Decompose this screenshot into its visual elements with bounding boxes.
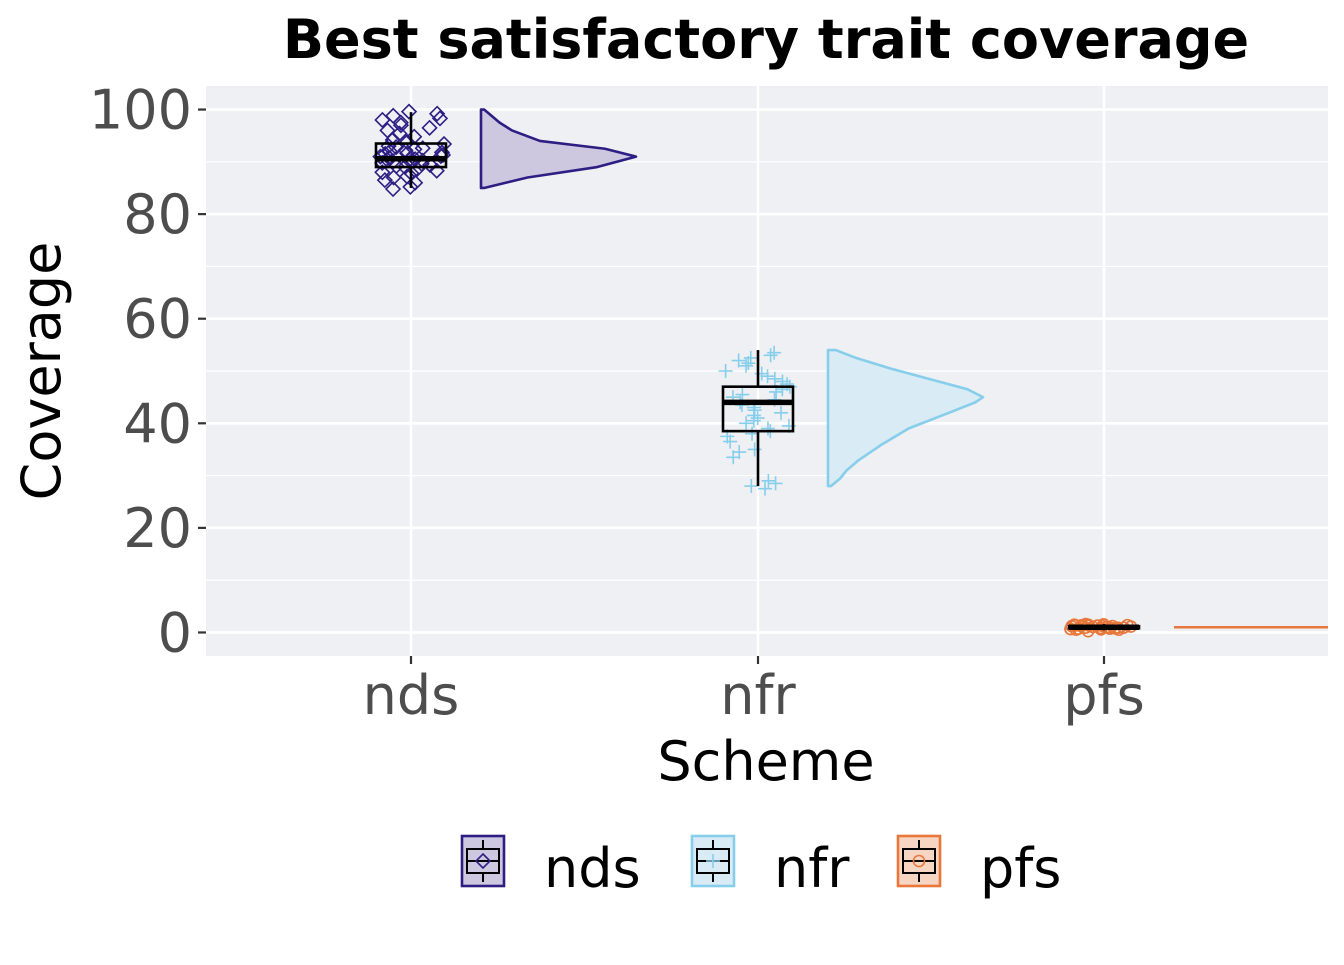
data-point xyxy=(435,135,453,153)
x-axis-label: Scheme xyxy=(657,730,874,793)
data-point xyxy=(384,180,402,198)
y-tick-label: 0 xyxy=(158,601,192,664)
legend-item-nds: nds xyxy=(460,834,641,900)
axes: 0 20 40 60 80 100 nds nfr pfs xyxy=(89,79,1145,727)
data-point xyxy=(774,405,789,420)
data-point xyxy=(761,473,776,488)
data-point xyxy=(421,119,438,136)
box-nds xyxy=(374,142,448,169)
data-point xyxy=(732,445,747,460)
x-tick-label: pfs xyxy=(1063,664,1144,727)
legend-item-nfr: nfr xyxy=(690,834,850,900)
data-point xyxy=(763,348,778,363)
chart-title: Best satisfactory trait coverage xyxy=(283,8,1249,71)
data-point xyxy=(379,122,396,139)
grid xyxy=(206,86,1328,656)
y-tick-label: 80 xyxy=(123,183,192,246)
data-point xyxy=(735,387,750,402)
box-nfr xyxy=(721,385,795,433)
data-point xyxy=(718,364,733,378)
y-tick-label: 40 xyxy=(123,392,192,455)
data-point xyxy=(743,350,758,365)
data-point xyxy=(400,103,418,120)
data-point xyxy=(767,345,782,360)
y-tick-label: 60 xyxy=(123,288,192,351)
plot-area xyxy=(372,103,1328,638)
y-tick-label: 100 xyxy=(89,79,192,142)
violin-nds xyxy=(479,108,638,190)
series-nfr xyxy=(718,345,985,496)
y-tick-label: 20 xyxy=(123,497,192,560)
y-axis-label: Coverage xyxy=(10,242,73,501)
legend-item-pfs: pfs xyxy=(896,834,1061,900)
legend-marker xyxy=(912,854,926,868)
x-tick-label: nfr xyxy=(720,664,796,727)
data-point xyxy=(758,481,773,496)
data-point xyxy=(744,479,759,494)
series-pfs xyxy=(1064,617,1328,638)
data-point xyxy=(392,117,410,134)
violin-nfr xyxy=(826,348,985,488)
series-nds xyxy=(372,103,638,198)
data-point xyxy=(739,416,754,431)
legend: nds nfr pfs xyxy=(460,834,1061,900)
data-point xyxy=(402,178,419,196)
data-point xyxy=(374,164,391,181)
data-point xyxy=(768,476,783,491)
data-point xyxy=(428,105,446,122)
legend-label: nds xyxy=(544,837,641,900)
data-point xyxy=(385,169,402,186)
data-point xyxy=(760,421,775,436)
legend-label: pfs xyxy=(980,837,1061,900)
data-point xyxy=(385,107,402,124)
data-point xyxy=(391,125,408,142)
data-point xyxy=(428,162,445,179)
data-point xyxy=(731,353,746,368)
legend-label: nfr xyxy=(774,837,850,900)
data-point xyxy=(739,358,754,373)
data-point xyxy=(421,156,439,174)
x-tick-label: nds xyxy=(363,664,460,727)
data-point xyxy=(760,369,775,384)
legend-marker xyxy=(706,854,720,868)
data-point xyxy=(767,371,782,386)
legend-marker xyxy=(474,852,492,870)
data-point xyxy=(414,140,431,157)
data-point xyxy=(431,110,449,127)
